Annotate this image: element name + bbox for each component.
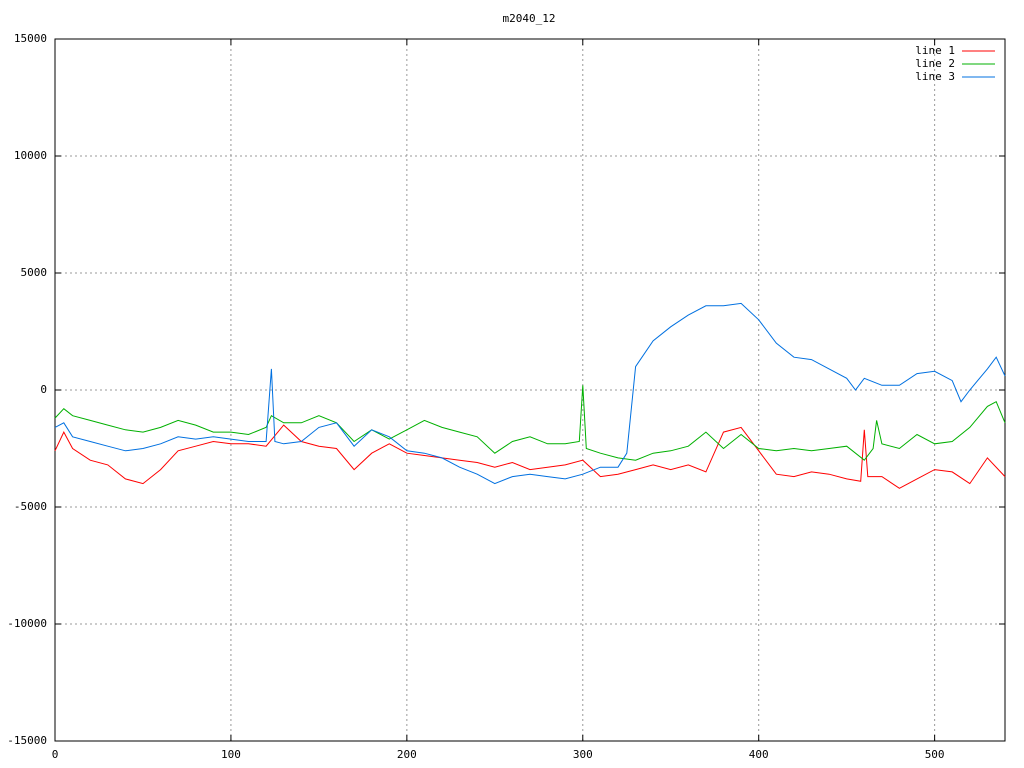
x-tick-label: 300: [573, 748, 593, 761]
legend-label: line 3: [915, 70, 955, 83]
y-tick-label: -10000: [7, 617, 47, 630]
series-line: [54, 302, 1006, 485]
y-tick-label: 5000: [21, 266, 48, 279]
y-tick-label: 0: [40, 383, 47, 396]
y-tick-label: 15000: [14, 32, 47, 45]
y-tick-label: 10000: [14, 149, 47, 162]
legend-label: line 2: [915, 57, 955, 70]
series-line: [54, 424, 1006, 489]
x-tick-label: 100: [221, 748, 241, 761]
x-tick-label: 500: [925, 748, 945, 761]
x-tick-label: 200: [397, 748, 417, 761]
y-tick-label: -15000: [7, 734, 47, 747]
series-line: [54, 385, 1006, 461]
legend-label: line 1: [915, 44, 955, 57]
x-tick-label: 0: [52, 748, 59, 761]
x-tick-label: 400: [749, 748, 769, 761]
plot-border: [54, 38, 1006, 742]
y-tick-label: -5000: [14, 500, 47, 513]
chart-title: m2040_12: [503, 12, 556, 25]
